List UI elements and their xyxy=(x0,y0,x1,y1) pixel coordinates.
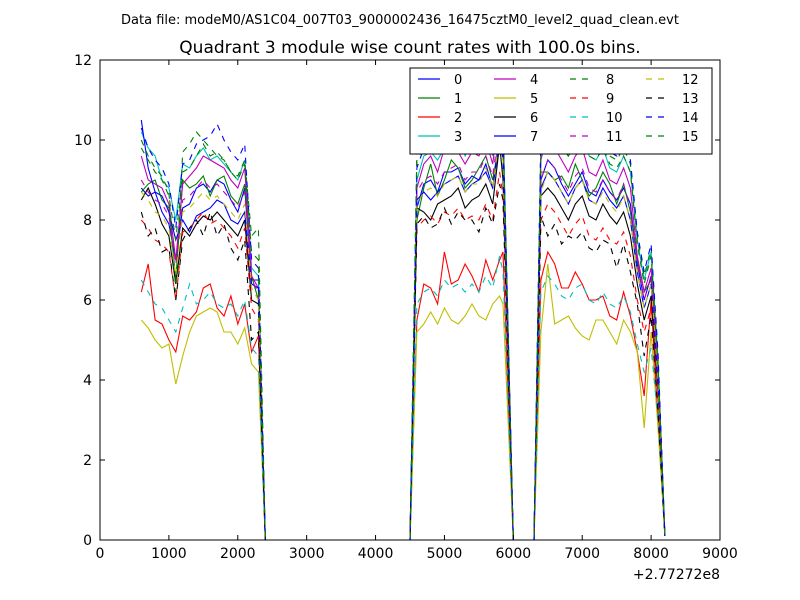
legend-label-6: 6 xyxy=(530,111,538,126)
legend-label-13: 13 xyxy=(682,92,699,107)
y-tick-label: 8 xyxy=(83,213,92,229)
series-line-5 xyxy=(140,263,666,540)
series-line-15 xyxy=(140,111,666,540)
series-line-0 xyxy=(140,137,666,540)
x-tick-label: 8000 xyxy=(633,546,669,562)
x-tick-label: 3000 xyxy=(289,546,325,562)
x-tick-label: 1000 xyxy=(151,546,187,562)
x-tick-label: 7000 xyxy=(564,546,600,562)
series-line-9 xyxy=(140,171,666,540)
series-line-2 xyxy=(140,250,666,540)
x-tick-label: 9000 xyxy=(702,546,738,562)
x-offset-label: +2.77272e8 xyxy=(633,567,720,583)
series-line-11 xyxy=(140,123,666,540)
y-tick-label: 10 xyxy=(74,133,92,149)
x-tick-label: 4000 xyxy=(358,546,394,562)
legend-label-2: 2 xyxy=(454,111,462,126)
x-tick-label: 0 xyxy=(96,546,105,562)
chart-title: Quadrant 3 module wise count rates with … xyxy=(179,38,640,58)
legend-label-14: 14 xyxy=(682,111,699,126)
legend-label-0: 0 xyxy=(454,73,462,88)
legend-label-8: 8 xyxy=(606,73,614,88)
legend-label-10: 10 xyxy=(606,111,623,126)
series-line-8 xyxy=(140,103,666,540)
y-tick-label: 0 xyxy=(83,533,92,549)
series-line-1 xyxy=(140,139,666,540)
legend-label-12: 12 xyxy=(682,73,699,88)
data-file-label: Data file: modeM0/AS1C04_007T03_90000024… xyxy=(121,13,679,28)
x-tick-label: 2000 xyxy=(220,546,256,562)
legend-label-5: 5 xyxy=(530,92,538,107)
legend-label-4: 4 xyxy=(530,73,538,88)
series-line-10 xyxy=(140,255,666,540)
legend-label-1: 1 xyxy=(454,92,462,107)
legend-label-9: 9 xyxy=(606,92,614,107)
series-line-6 xyxy=(140,143,666,540)
y-tick-label: 4 xyxy=(83,373,92,389)
y-tick-label: 12 xyxy=(74,53,92,69)
series-line-12 xyxy=(140,135,666,540)
series-line-14 xyxy=(140,101,666,540)
series-line-13 xyxy=(140,183,666,540)
y-tick-label: 6 xyxy=(83,293,92,309)
series-line-4 xyxy=(140,107,666,540)
legend-label-11: 11 xyxy=(606,130,623,145)
x-tick-label: 5000 xyxy=(427,546,463,562)
legend-label-7: 7 xyxy=(530,130,538,145)
x-tick-label: 6000 xyxy=(496,546,532,562)
y-tick-label: 2 xyxy=(83,453,92,469)
axes: 0 1000 2000 3000 4000 5000 6000 7000 8000 9000 0 2 4… xyxy=(74,53,738,583)
legend-label-15: 15 xyxy=(682,130,699,145)
legend-box xyxy=(409,67,713,155)
legend-label-3: 3 xyxy=(454,130,462,145)
